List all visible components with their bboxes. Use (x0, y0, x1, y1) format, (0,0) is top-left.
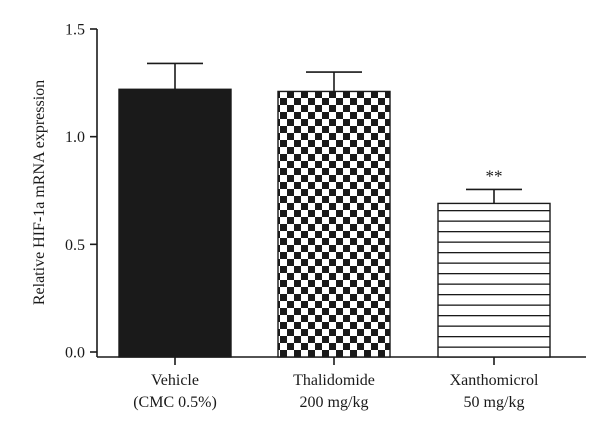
significance-marker: ** (486, 166, 503, 185)
bar-1 (118, 88, 232, 358)
category-sublabel: 200 mg/kg (300, 394, 369, 411)
bar-3 (437, 202, 551, 358)
y-axis-title: Relative HIF-1a mRNA expression (31, 80, 48, 305)
category-sublabel: 50 mg/kg (464, 394, 525, 411)
y-tick-label: 0.5 (65, 237, 85, 254)
category-label: Thalidomide (293, 372, 375, 389)
y-tick-label: 0.0 (65, 345, 85, 362)
category-label: Vehicle (151, 372, 199, 389)
category-label: Xanthomicrol (450, 372, 539, 389)
bar-2 (277, 90, 391, 358)
y-tick-label: 1.0 (65, 129, 85, 146)
category-sublabel: (CMC 0.5%) (133, 394, 217, 411)
y-tick-label: 1.5 (65, 22, 85, 39)
